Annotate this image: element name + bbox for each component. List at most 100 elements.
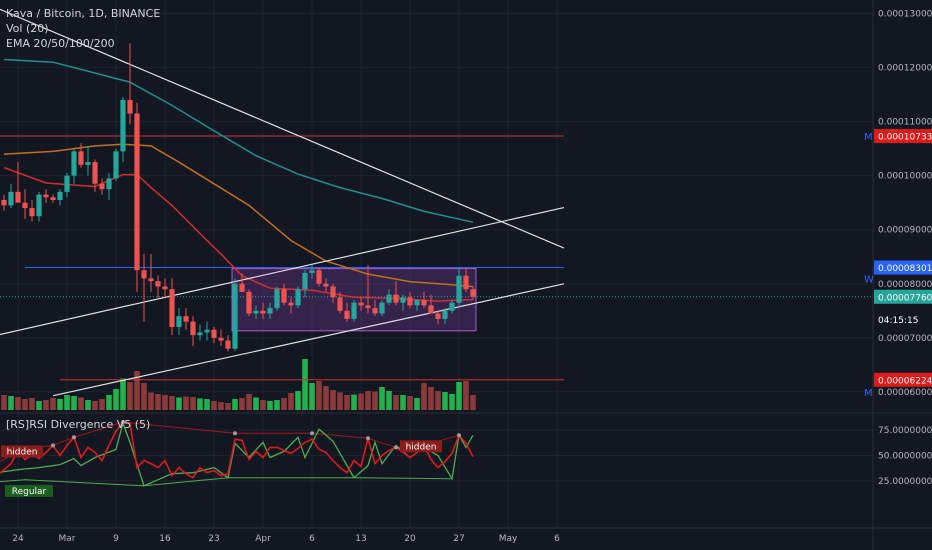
candle-body (155, 281, 161, 287)
rsi-label-bg (5, 484, 53, 497)
volume-bar (449, 394, 455, 410)
candle-body (449, 302, 455, 311)
candle-body (267, 308, 273, 314)
rsi-pivot (457, 433, 461, 438)
candle-body (106, 178, 112, 190)
volume-bar (379, 387, 385, 410)
candle-body (295, 289, 301, 306)
volume-bar (365, 391, 371, 410)
candle-body (302, 272, 308, 290)
candle-body (344, 310, 350, 319)
rsi-divergence-label: hidden (7, 447, 38, 457)
volume-bar (120, 378, 126, 410)
volume-bar (106, 395, 112, 410)
candle-body (176, 316, 182, 328)
candle-body (43, 194, 49, 198)
volume-bar (190, 397, 196, 410)
candle-body (463, 275, 469, 290)
volume-bar (218, 402, 224, 410)
candle-body (337, 297, 343, 311)
volume-bar (162, 395, 168, 410)
candle-body (358, 302, 364, 306)
price-label-bg (874, 129, 932, 144)
candle-body (239, 283, 245, 292)
candle-body (435, 313, 441, 319)
legend-rsi: [RS]RSI Divergence V5 (5) (6, 418, 151, 431)
volume-bar (141, 383, 147, 410)
legend-title: Kava / Bitcoin, 1D, BINANCE (6, 7, 161, 20)
volume-bar (337, 392, 343, 410)
trend-line (0, 206, 565, 336)
time-tick-label: 24 (12, 534, 24, 544)
volume-bar (148, 392, 154, 410)
candle-body (8, 191, 14, 206)
time-tick-label: 9 (113, 534, 119, 544)
volume-bar (435, 391, 441, 410)
time-tick-label: 6 (309, 534, 315, 544)
candle-body (141, 270, 147, 279)
candle-body (64, 175, 70, 192)
rsi-pivot (72, 435, 76, 440)
volume-bar (442, 392, 448, 410)
candle-body (169, 289, 175, 328)
rsi-tick-label: 25.00000000 (878, 477, 932, 487)
trend-line (52, 283, 565, 397)
candle-body (225, 340, 231, 349)
candle-body (232, 283, 238, 349)
candle-body (50, 197, 56, 200)
legend-ema: EMA 20/50/100/200 (6, 37, 115, 50)
ema-line (3, 58, 474, 223)
time-tick-label: 16 (159, 534, 171, 544)
rsi-bull-divergence (0, 477, 453, 487)
timeframe-marker: M (864, 388, 873, 399)
candle-body (428, 305, 434, 314)
volume-bar (456, 382, 462, 410)
volume-bar (372, 391, 378, 410)
price-tick-label: 0.00010000 (878, 172, 932, 182)
rsi-panel: hidden hidden Regular 75.00000000 50.0000000… (0, 420, 932, 497)
volume-bar (211, 401, 217, 410)
candle-body (309, 270, 315, 273)
trendlines (0, 8, 565, 397)
candle-body (15, 191, 21, 203)
volume-bar (78, 397, 84, 410)
volume-bar (239, 398, 245, 410)
volume-bar (358, 393, 364, 410)
volume-bar (204, 399, 210, 410)
price-label: 0.00007760 (878, 293, 932, 303)
candle-body (71, 151, 77, 176)
time-axis: 24 Mar 9 16 23 Apr 6 13 20 27 May 6 (12, 534, 560, 544)
candle-body (57, 191, 63, 200)
candle-body (316, 270, 322, 284)
candle-body (386, 294, 392, 303)
volume-bar (246, 394, 252, 410)
volume-bar (309, 383, 315, 410)
volume-bar (344, 395, 350, 410)
candle-body (253, 310, 259, 314)
time-tick-label: May (499, 534, 518, 544)
rsi-divergence-label: Regular (12, 487, 47, 497)
candle-body (134, 113, 140, 271)
candle-body (92, 162, 98, 184)
volume-bar (330, 390, 336, 410)
candles (1, 43, 476, 352)
volume-bar (169, 396, 175, 410)
candle-body (372, 308, 378, 314)
candle-body (260, 310, 266, 314)
volume-bar (1, 395, 7, 410)
time-tick-label: 20 (404, 534, 416, 544)
candle-body (197, 332, 203, 336)
price-label: 0.00008301 (878, 264, 932, 274)
volume-bar (288, 393, 294, 410)
price-label-bg (874, 372, 932, 387)
candle-body (456, 275, 462, 303)
candle-body (211, 329, 217, 338)
candle-body (22, 202, 28, 209)
volume-bar (113, 389, 119, 410)
candle-body (29, 208, 35, 217)
ema-line (3, 143, 474, 288)
rsi-pivot (310, 431, 314, 436)
rsi-pivot (233, 431, 237, 436)
